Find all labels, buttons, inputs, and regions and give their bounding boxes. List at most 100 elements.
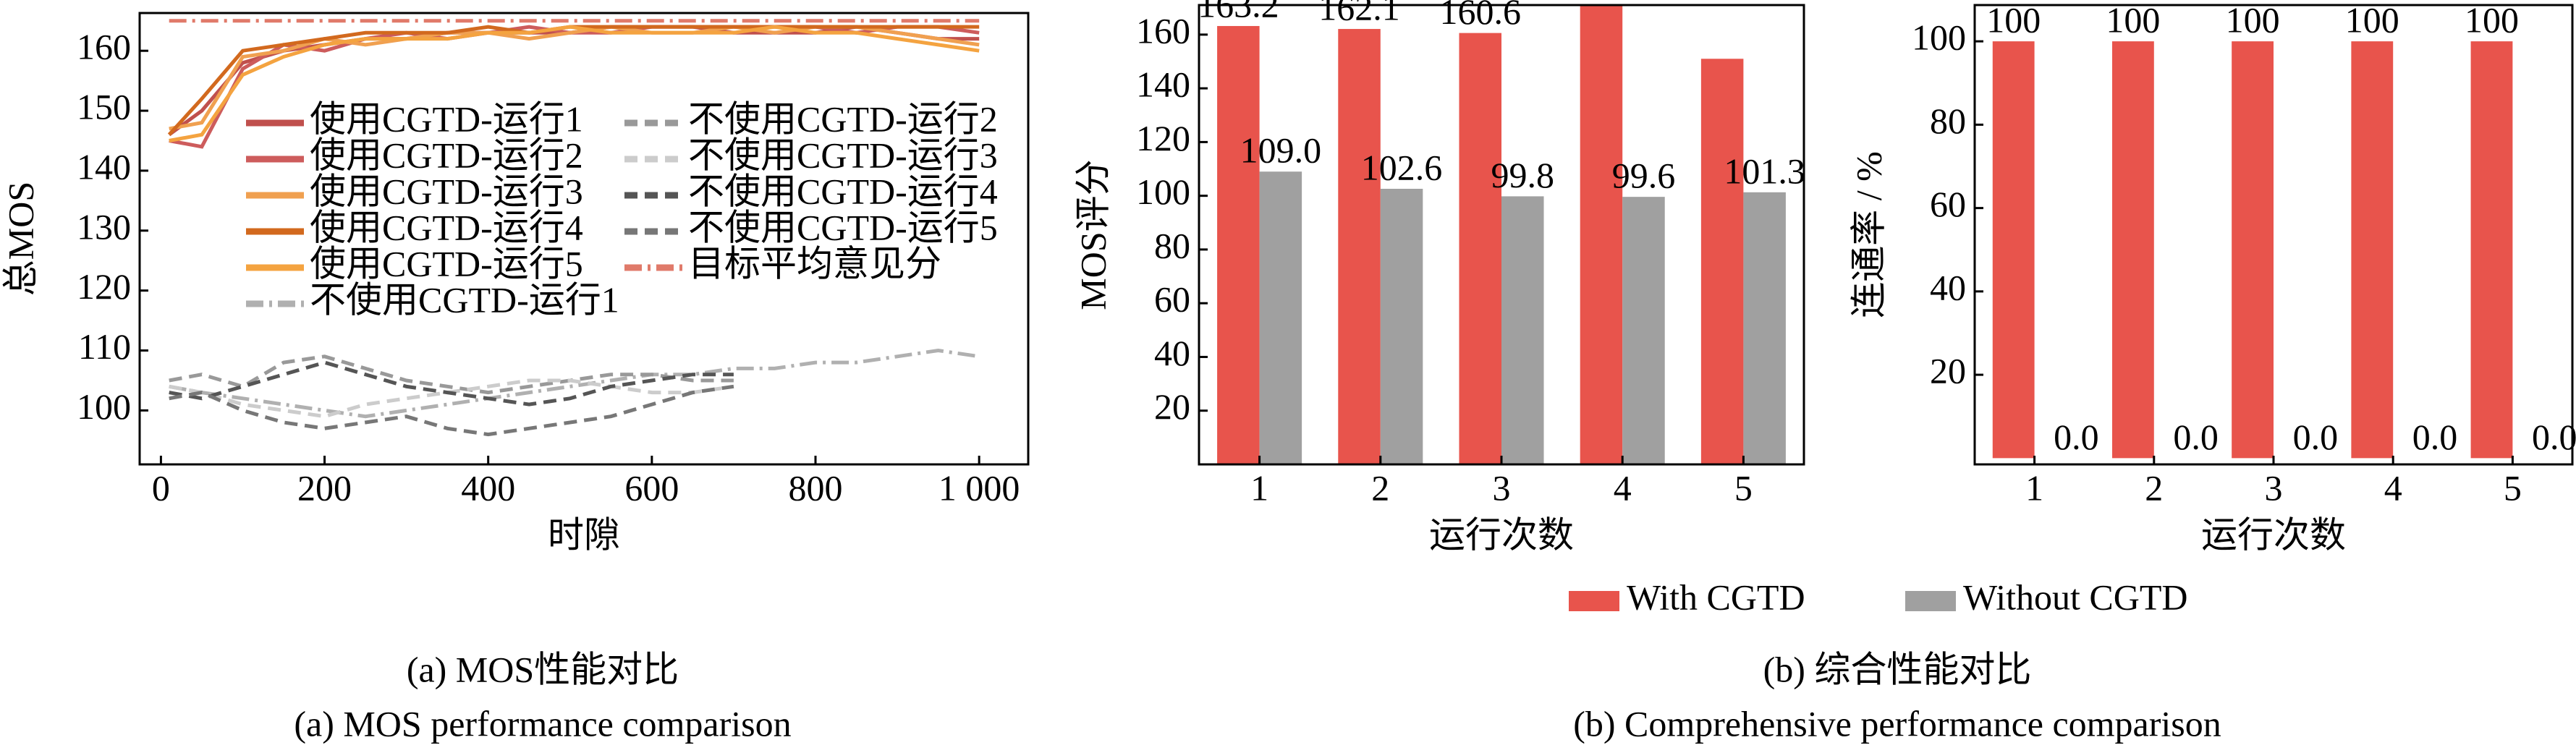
bar [1700,59,1744,464]
legend-label: 使用CGTD-运行2 [310,135,583,175]
legend-label: Without CGTD [1963,577,2187,617]
y-tick-label: 60 [1930,184,1966,224]
legend-swatch [1905,591,1956,611]
y-axis-label: MOS评分 [1072,159,1113,310]
value-label: 99.8 [1491,155,1555,195]
value-label: 0.0 [2293,417,2339,457]
value-label: 102.6 [1361,147,1443,187]
value-label: 0.0 [2054,417,2099,457]
y-tick-label: 80 [1154,225,1190,265]
caption: (b) Comprehensive performance comparison [1573,703,2221,744]
x-tick-label: 5 [1734,467,1753,508]
bar [1259,171,1302,464]
y-tick-label: 100 [77,386,131,427]
bar [1459,33,1501,464]
y-tick-label: 150 [77,87,131,127]
y-tick-label: 20 [1930,351,1966,391]
x-tick-label: 4 [2384,467,2402,508]
legend-label: 不使用CGTD-运行2 [688,98,998,139]
value-label: 0.0 [2532,417,2576,457]
legend-label: 不使用CGTD-运行5 [688,207,998,247]
y-tick-label: 80 [1930,101,1966,141]
y-axis-label: 连通率 / % [1848,151,1889,318]
legend-label: 使用CGTD-运行3 [310,171,583,211]
value-label: 101.3 [1724,150,1805,191]
x-tick-label: 600 [624,467,679,508]
y-tick-label: 100 [1136,171,1190,212]
plot-frame [1198,4,1805,466]
legend-label: 使用CGTD-运行1 [310,98,583,139]
series-line [169,354,734,395]
y-tick-label: 100 [1912,17,1966,58]
x-tick-label: 3 [1493,467,1511,508]
value-label: 100 [1986,0,2041,41]
y-tick-label: 120 [77,266,131,307]
x-tick-label: 2 [1371,467,1389,508]
series-line [169,384,734,437]
x-tick-label: 200 [297,467,352,508]
x-axis-label: 运行次数 [1429,514,1574,555]
legend-label: 使用CGTD-运行5 [310,243,583,284]
bar [1501,196,1544,464]
x-tick-label: 1 [2025,467,2043,508]
x-tick-label: 1 [1250,467,1268,508]
caption: (a) MOS performance comparison [294,703,791,744]
bar [2470,41,2513,459]
value-label: 100 [2465,0,2519,41]
y-tick-label: 130 [77,206,131,247]
y-tick-label: 140 [77,146,131,187]
x-axis-label: 运行次数 [2201,514,2346,555]
caption: (a) MOS性能对比 [407,649,679,689]
series-line [169,25,980,142]
legend-label: 目标平均意见分 [688,243,941,284]
bar [1380,189,1423,464]
y-tick-label: 160 [77,27,131,67]
y-tick-label: 60 [1154,279,1190,320]
bar [1992,41,2035,459]
value-label: 99.6 [1612,156,1676,196]
value-label: 100 [2226,0,2280,41]
series-line [169,348,980,419]
bars [1992,41,2513,459]
bars [1217,5,1786,464]
plot-frame [138,12,1030,466]
x-tick-label: 3 [2265,467,2283,508]
lines [167,19,980,437]
caption: (b) 综合性能对比 [1763,649,2032,689]
legend-label: 使用CGTD-运行4 [310,207,583,247]
bar [1743,192,1786,464]
bar [1217,25,1260,464]
value-label: 0.0 [2173,417,2219,457]
x-tick-label: 4 [1614,467,1632,508]
x-tick-label: 0 [152,467,170,508]
x-tick-label: 1 000 [939,467,1020,508]
legend-label: 不使用CGTD-运行4 [688,171,998,211]
x-tick-label: 400 [461,467,515,508]
x-tick-label: 2 [2145,467,2163,508]
y-tick-label: 110 [78,326,131,367]
value-label: 163.2 [1198,0,1279,25]
x-axis-label: 时隙 [548,514,620,555]
bar [2111,41,2154,459]
y-axis-label: 总MOS [0,182,41,296]
y-tick-label: 120 [1136,118,1190,158]
value-label: 109.0 [1240,130,1322,171]
legend-label: 不使用CGTD-运行3 [688,135,998,175]
y-tick-label: 40 [1154,333,1190,373]
value-label: 100 [2345,0,2399,41]
value-label: 0.0 [2412,417,2458,457]
legend-label: With CGTD [1627,577,1805,617]
plot-frame [1973,4,2574,466]
x-tick-label: 800 [789,467,843,508]
legend-swatch [1569,591,1619,611]
series-line [169,360,734,407]
bar [2351,41,2394,459]
bar [2232,41,2274,459]
bar [1580,5,1623,464]
y-tick-label: 20 [1154,386,1190,427]
legend-label: 不使用CGTD-运行1 [310,279,619,320]
value-label: 100 [2106,0,2160,41]
x-tick-label: 5 [2504,467,2522,508]
y-tick-label: 160 [1136,10,1190,51]
